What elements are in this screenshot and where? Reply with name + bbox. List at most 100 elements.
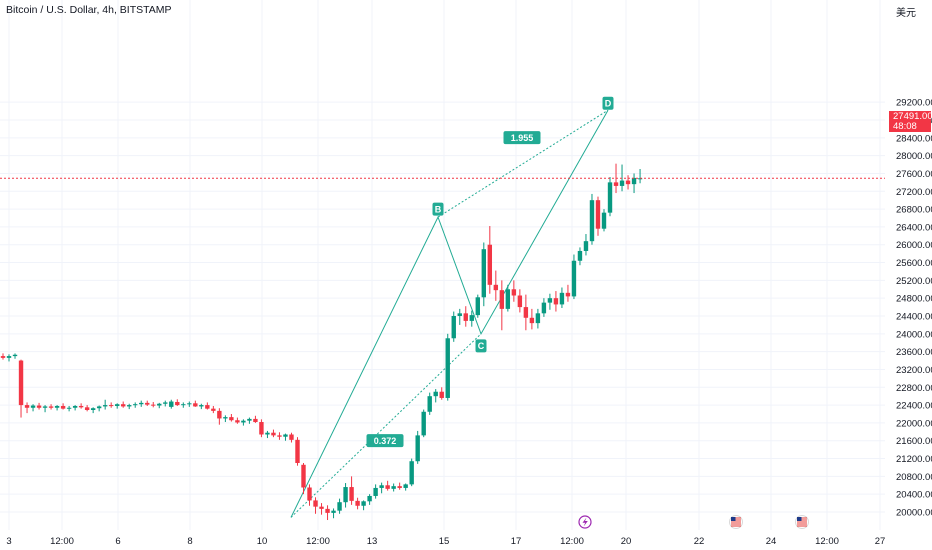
y-tick-label: 24800.00 bbox=[896, 294, 932, 305]
point-d-label: D bbox=[605, 99, 612, 109]
candle-body bbox=[102, 405, 108, 407]
candle-body bbox=[205, 405, 210, 409]
us-flag-icon[interactable] bbox=[795, 515, 809, 529]
x-tick-label: 20 bbox=[621, 536, 632, 547]
x-tick-label: 17 bbox=[511, 536, 522, 547]
candle-body bbox=[12, 354, 18, 357]
candle-body bbox=[48, 406, 54, 408]
flag-stripe bbox=[797, 523, 807, 525]
x-tick-label: 24 bbox=[766, 536, 777, 547]
candle-body bbox=[625, 180, 631, 185]
currency-label[interactable]: 美元 bbox=[896, 8, 916, 19]
candle-body bbox=[565, 292, 571, 297]
candle-body bbox=[277, 435, 282, 437]
candle-body bbox=[529, 317, 535, 324]
point-c-label-bg bbox=[475, 339, 487, 353]
candle-body bbox=[397, 486, 402, 488]
candle-body bbox=[583, 241, 589, 251]
candle-body bbox=[433, 391, 438, 397]
candle-body bbox=[457, 313, 462, 316]
us-flag-icon[interactable] bbox=[729, 515, 743, 529]
x-tick-label: 12:00 bbox=[815, 536, 839, 547]
candle-body bbox=[373, 487, 378, 496]
candle-body bbox=[499, 290, 505, 309]
y-tick-label: 26000.00 bbox=[896, 240, 932, 251]
candle-body bbox=[487, 244, 493, 285]
candle-body bbox=[84, 407, 90, 410]
flag-stripe bbox=[797, 517, 807, 519]
candle-body bbox=[42, 406, 48, 408]
x-tick-label: 22 bbox=[694, 536, 705, 547]
candle-body bbox=[619, 180, 625, 186]
candle-body bbox=[331, 510, 336, 513]
candle-body bbox=[151, 404, 156, 406]
candle-body bbox=[289, 434, 294, 440]
candle-body bbox=[445, 338, 450, 398]
candle-body bbox=[259, 422, 264, 435]
candle-body bbox=[139, 402, 144, 405]
candle-body bbox=[325, 508, 330, 513]
y-tick-label: 27200.00 bbox=[896, 187, 932, 198]
candle-body bbox=[475, 297, 480, 316]
candle-body bbox=[391, 486, 396, 489]
y-tick-label: 22000.00 bbox=[896, 418, 932, 429]
candle-body bbox=[18, 360, 24, 406]
candle-body bbox=[451, 316, 456, 339]
y-tick-label: 21600.00 bbox=[896, 436, 932, 447]
candle-body bbox=[24, 405, 30, 408]
candle-body bbox=[169, 401, 174, 407]
last-price-value: 27491.00 bbox=[893, 111, 932, 122]
candle-body bbox=[427, 396, 432, 412]
candle-body bbox=[349, 487, 354, 501]
pattern-legs bbox=[290, 109, 609, 518]
y-tick-label: 26800.00 bbox=[896, 205, 932, 216]
candle-body bbox=[114, 404, 120, 406]
candle-body bbox=[241, 420, 246, 423]
candle-body bbox=[439, 391, 444, 398]
y-tick-label: 22800.00 bbox=[896, 383, 932, 394]
flag-canton bbox=[797, 517, 802, 521]
x-tick-label: 12:00 bbox=[560, 536, 584, 547]
point-b-label: B bbox=[435, 204, 442, 214]
x-tick-label: 15 bbox=[439, 536, 450, 547]
pattern-labels: B C D 1.955 0.372 bbox=[366, 96, 614, 448]
candle-body bbox=[187, 403, 192, 405]
candle-body bbox=[313, 500, 318, 507]
bd-dotted-line bbox=[437, 109, 609, 218]
candle-body bbox=[631, 177, 637, 185]
y-tick-label: 20000.00 bbox=[896, 508, 932, 519]
candle-body bbox=[355, 500, 360, 506]
candle-body bbox=[409, 461, 414, 485]
candle-body bbox=[553, 298, 559, 305]
candle-body bbox=[78, 405, 84, 408]
y-tick-label: 27600.00 bbox=[896, 169, 932, 180]
candle-body bbox=[217, 410, 222, 419]
candle-body bbox=[54, 405, 60, 408]
candle-body bbox=[379, 485, 384, 488]
chart-title: Bitcoin / U.S. Dollar, 4h, BITSTAMP bbox=[6, 4, 172, 16]
x-tick-label: 27 bbox=[875, 536, 886, 547]
x-tick-label: 6 bbox=[115, 536, 120, 547]
candles bbox=[0, 163, 643, 521]
candle-body bbox=[90, 408, 96, 410]
flag-stripe bbox=[797, 521, 807, 523]
candle-body bbox=[319, 506, 324, 509]
candle-body bbox=[517, 295, 523, 308]
x-tick-label: 12:00 bbox=[306, 536, 330, 547]
y-tick-label: 23200.00 bbox=[896, 365, 932, 376]
point-d-label-bg bbox=[602, 96, 614, 110]
candle-body bbox=[157, 403, 162, 406]
candle-body bbox=[301, 464, 306, 488]
y-tick-label: 20400.00 bbox=[896, 490, 932, 501]
y-tick-label: 24400.00 bbox=[896, 312, 932, 323]
candle-body bbox=[367, 495, 372, 502]
grid bbox=[0, 0, 885, 530]
bolt-icon[interactable] bbox=[578, 515, 592, 529]
y-tick-label: 24000.00 bbox=[896, 329, 932, 340]
candle-body bbox=[541, 302, 547, 314]
candle-body bbox=[511, 289, 517, 296]
x-tick-label: 13 bbox=[367, 536, 378, 547]
flag-stripe bbox=[731, 519, 741, 521]
y-tick-label: 26400.00 bbox=[896, 222, 932, 233]
